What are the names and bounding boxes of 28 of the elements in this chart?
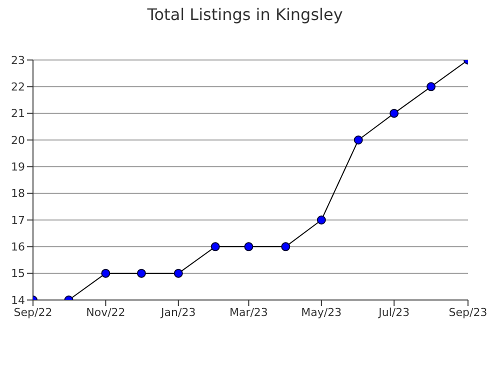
point: [390, 108, 399, 118]
point: [244, 242, 254, 252]
y-tick-label: 19: [11, 160, 25, 174]
point: [136, 268, 146, 278]
x-tick-label: May/23: [301, 306, 342, 319]
x-tick-label: Jan/23: [160, 306, 196, 319]
point: [316, 216, 326, 224]
y-tick-label: 20: [11, 134, 25, 147]
point: [174, 268, 183, 278]
y-tick-label: 17: [11, 214, 25, 227]
y-tick-label: 21: [11, 107, 25, 120]
point: [210, 242, 220, 252]
y-tick-label: 14: [11, 294, 25, 307]
y-tick-label: 16: [11, 240, 25, 254]
chart-title: Total Listings in Kingsley: [146, 5, 344, 24]
x-tick-label: Jul/23: [378, 306, 410, 319]
point: [354, 136, 363, 144]
x-tick-label: Nov/22: [86, 306, 126, 319]
y-tick-label: 18: [11, 187, 25, 200]
y-tick-label: 23: [11, 54, 25, 67]
x-tick-label: Sep/23: [448, 306, 488, 319]
y-tick-label: 15: [11, 267, 25, 280]
point: [101, 268, 110, 278]
x-tick-label: Sep/22: [14, 306, 52, 319]
y-tick-label: 22: [11, 80, 25, 94]
point: [281, 242, 290, 252]
point: [426, 82, 436, 92]
x-tick-label: Mar/23: [229, 306, 268, 319]
